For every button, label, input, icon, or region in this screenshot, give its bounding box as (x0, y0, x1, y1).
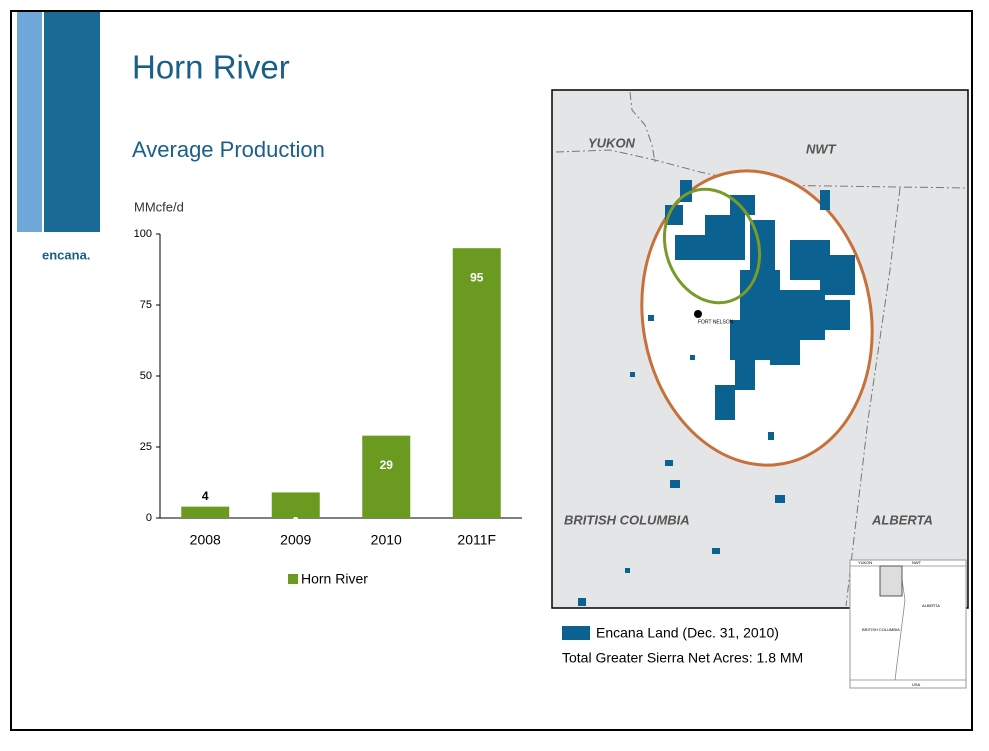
border (629, 91, 656, 163)
slide-title: Horn River (132, 49, 290, 86)
bar (271, 492, 320, 518)
side-bar-light (17, 12, 42, 232)
y-tick-label: 75 (140, 299, 152, 311)
border (845, 187, 901, 607)
data-label: 95 (470, 270, 484, 284)
y-tick-label: 25 (140, 441, 152, 453)
data-label: 29 (380, 458, 394, 472)
city-dot (694, 310, 702, 318)
map-label: YUKON (588, 135, 636, 150)
logo: encana. (42, 247, 90, 262)
x-tick-label: 2008 (190, 532, 221, 548)
map-legend-swatch (562, 626, 590, 640)
y-axis-label: MMcfe/d (134, 199, 184, 214)
chart-title: Average Production (132, 137, 325, 162)
map-legend: Encana Land (Dec. 31, 2010) (596, 625, 779, 641)
map-label: ALBERTA (871, 512, 933, 527)
bar (452, 248, 501, 518)
bar (362, 435, 411, 518)
land-patches (578, 180, 855, 606)
map-label: BRITISH COLUMBIA (564, 512, 690, 527)
x-tick-label: 2011F (457, 532, 496, 548)
map: YUKON NWT BRITISH COLUMBIA ALBERTA FORT … (551, 89, 969, 609)
legend-label: Horn River (301, 571, 368, 587)
inset-label: ALBERTA (922, 603, 940, 608)
x-tick-label: 2010 (371, 532, 402, 548)
map-note: Total Greater Sierra Net Acres: 1.8 MM (562, 650, 803, 666)
y-tick-label: 0 (146, 512, 152, 524)
inset-label: YUKON (858, 560, 872, 565)
inset-label: BRITISH COLUMBIA (862, 627, 900, 632)
core-outline (662, 187, 762, 305)
inset-frame (849, 559, 967, 689)
legend-swatch (288, 574, 298, 584)
map-label: FORT NELSON (698, 319, 734, 325)
bar (181, 506, 230, 518)
data-label: 9 (292, 515, 299, 529)
x-tick-label: 2009 (280, 532, 311, 548)
side-bar-dark (44, 12, 100, 232)
inset-label: NWT (912, 560, 922, 565)
inset-highlight (879, 565, 903, 597)
y-tick-label: 100 (134, 228, 152, 240)
y-tick-label: 50 (140, 370, 152, 382)
inset-map: YUKON NWT ALBERTA BRITISH COLUMBIA USA (849, 559, 967, 689)
map-label: NWT (806, 141, 837, 156)
inset-label: USA (912, 682, 921, 687)
data-label: 4 (202, 489, 209, 503)
